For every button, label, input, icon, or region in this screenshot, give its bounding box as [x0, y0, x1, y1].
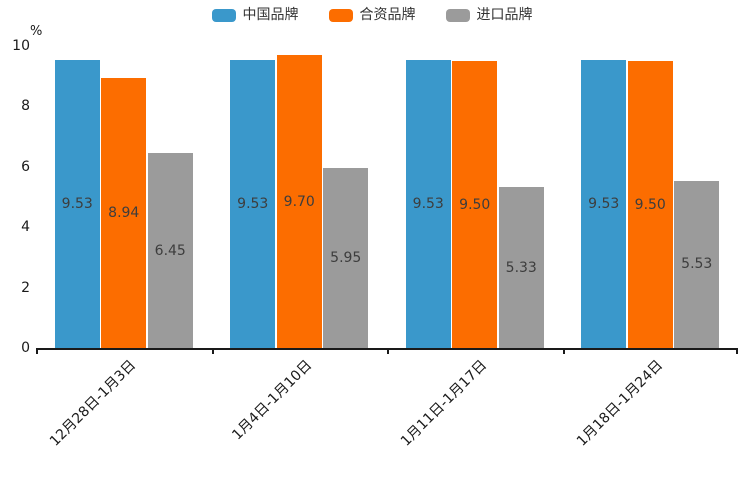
y-axis-tick-label: 6: [21, 158, 30, 175]
bar-value-label: 9.53: [588, 196, 620, 213]
bar-value-label: 9.50: [634, 196, 666, 213]
legend-item[interactable]: 中国品牌: [211, 7, 299, 23]
y-axis-tick-label: 10: [12, 38, 30, 54]
x-axis-category-label: 1月4日-1月10日: [228, 357, 315, 444]
x-axis-tick: [387, 348, 389, 354]
bar-中国品牌-1月18日-1月24日[interactable]: [581, 60, 627, 348]
bar-合资品牌-1月11日-1月17日[interactable]: [452, 61, 498, 348]
bar-进口品牌-1月4日-1月10日[interactable]: [323, 168, 369, 348]
bar-value-label: 9.53: [237, 196, 269, 213]
bar-合资品牌-12月28日-1月3日[interactable]: [101, 78, 147, 348]
legend-item[interactable]: 进口品牌: [445, 7, 533, 23]
bar-value-label: 6.45: [154, 242, 186, 259]
y-axis-tick-label: 2: [21, 279, 30, 296]
legend-label: 中国品牌: [242, 7, 299, 23]
bar-value-label: 9.50: [459, 196, 491, 213]
bar-value-label: 5.53: [681, 256, 713, 273]
bar-进口品牌-1月18日-1月24日[interactable]: [674, 180, 720, 348]
legend-label: 合资品牌: [359, 7, 416, 23]
x-axis-tick: [36, 348, 38, 354]
bar-进口品牌-1月11日-1月17日[interactable]: [498, 187, 544, 348]
legend-item[interactable]: 合资品牌: [328, 7, 416, 23]
bar-value-label: 5.33: [505, 259, 537, 276]
x-axis-category-label: 12月28日-1月3日: [47, 357, 140, 450]
bar-合资品牌-1月18日-1月24日[interactable]: [627, 61, 673, 348]
bar-合资品牌-1月4日-1月10日[interactable]: [276, 55, 322, 348]
x-axis-category-label: 1月18日-1月24日: [573, 357, 666, 450]
bar-中国品牌-1月4日-1月10日[interactable]: [230, 60, 276, 348]
x-axis-tick: [211, 348, 214, 354]
bar-中国品牌-1月11日-1月17日[interactable]: [405, 60, 451, 348]
legend-label: 进口品牌: [476, 7, 533, 23]
chart-legend: 中国品牌 合资品牌 进口品牌: [0, 8, 744, 22]
bar-value-label: 9.70: [283, 193, 315, 210]
y-axis-tick-label: 0: [21, 340, 30, 356]
legend-swatch-icon: [328, 8, 353, 22]
legend-swatch-icon: [445, 8, 470, 22]
bar-value-label: 8.94: [108, 205, 140, 221]
y-axis-tick-label: 4: [21, 219, 30, 236]
bar-进口品牌-12月28日-1月3日[interactable]: [147, 153, 193, 348]
x-axis-tick: [562, 348, 565, 354]
bar-中国品牌-12月28日-1月3日[interactable]: [54, 60, 100, 348]
bar-value-label: 5.95: [330, 250, 362, 267]
y-axis-unit-label: %: [30, 24, 43, 39]
x-axis-tick: [736, 348, 738, 354]
bar-value-label: 9.53: [412, 196, 444, 213]
y-axis-tick-label: 8: [21, 98, 30, 115]
bar-value-label: 9.53: [61, 196, 93, 213]
x-axis-category-label: 1月11日-1月17日: [398, 357, 491, 450]
legend-swatch-icon: [211, 8, 236, 22]
